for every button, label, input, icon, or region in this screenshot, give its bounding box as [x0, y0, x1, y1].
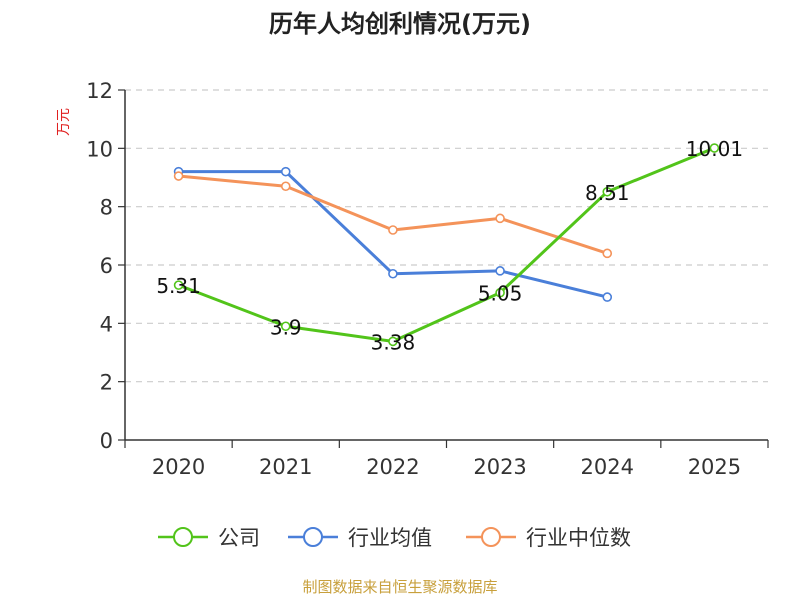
data-point: [602, 248, 613, 259]
y-tick-label: 6: [100, 254, 113, 278]
data-point: [495, 287, 505, 298]
data-point: [495, 266, 505, 276]
y-tick-label: 0: [100, 429, 113, 453]
data-label: 8.51: [585, 181, 630, 205]
y-tick-label: 4: [100, 312, 113, 336]
y-axis-label: 万元: [56, 108, 72, 136]
series-line-0: [178, 146, 715, 343]
x-tick-label: 2023: [473, 455, 526, 479]
x-tick-label: 2025: [688, 455, 741, 479]
data-label: 5.31: [156, 274, 201, 298]
data-label: 3.9: [270, 315, 302, 339]
data-label: 10.01: [686, 137, 743, 161]
data-point: [173, 171, 184, 181]
data-point: [495, 213, 505, 224]
legend-label: 行业均值: [348, 526, 432, 550]
data-point: [173, 280, 184, 290]
data-point: [602, 292, 613, 302]
legend-label: 公司: [218, 526, 260, 550]
source-note: 制图数据来自恒生聚源数据库: [302, 578, 498, 596]
y-tick-label: 8: [100, 196, 113, 220]
legend-item-2[interactable]: 行业中位数: [466, 526, 631, 550]
legend-marker: [173, 527, 193, 547]
y-tick-label: 2: [100, 371, 113, 395]
data-label: 5.05: [478, 282, 523, 306]
legend-marker: [303, 527, 323, 547]
legend-label: 行业中位数: [526, 526, 631, 550]
y-tick-label: 10: [86, 137, 113, 161]
series-line-2: [178, 174, 608, 255]
x-tick-label: 2020: [152, 455, 205, 479]
legend-marker: [481, 527, 501, 547]
y-tick-label: 12: [86, 79, 113, 103]
x-tick-label: 2021: [259, 455, 312, 479]
data-point: [388, 225, 398, 235]
x-tick-label: 2022: [366, 455, 419, 479]
legend-item-1[interactable]: 行业均值: [288, 526, 432, 550]
data-point: [388, 336, 398, 347]
data-point: [602, 186, 613, 197]
chart-title: 历年人均创利情况(万元): [269, 10, 531, 38]
data-point: [280, 181, 291, 192]
x-tick-label: 2024: [581, 455, 634, 479]
data-point: [709, 143, 720, 153]
data-point: [388, 268, 398, 279]
data-point: [280, 321, 291, 332]
legend-item-0[interactable]: 公司: [158, 526, 260, 550]
data-label: 3.38: [371, 330, 416, 354]
data-point: [280, 166, 291, 177]
